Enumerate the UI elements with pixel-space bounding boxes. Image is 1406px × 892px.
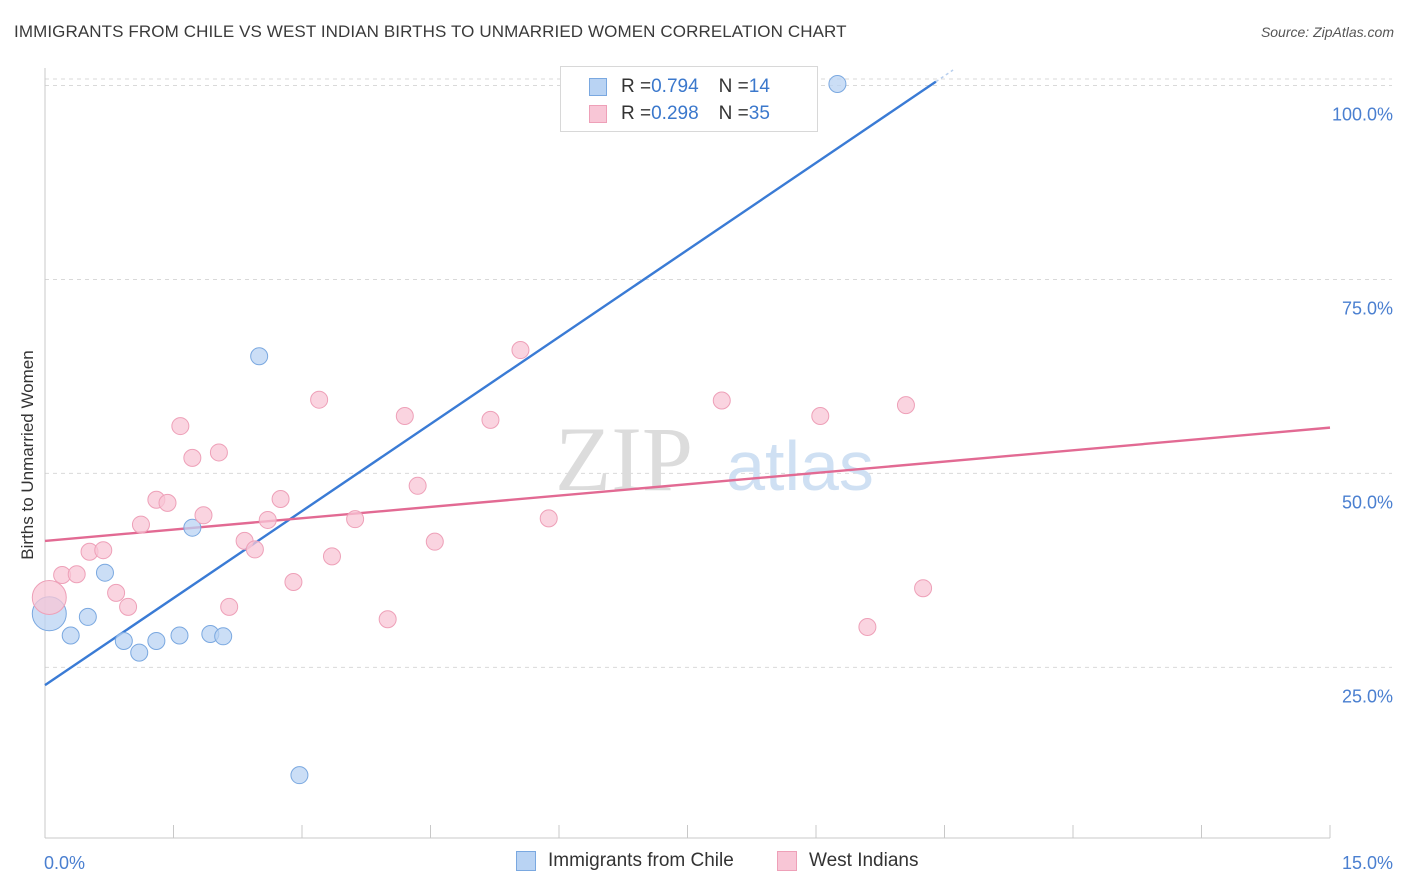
legend-r-label: R =	[621, 76, 652, 97]
legend-swatch-west-indians	[777, 851, 797, 871]
legend-label-chile: Immigrants from Chile	[548, 850, 734, 871]
series-legend: Immigrants from Chile West Indians	[0, 850, 1406, 878]
trend-line-chile	[44, 80, 937, 687]
chart-title: IMMIGRANTS FROM CHILE VS WEST INDIAN BIR…	[14, 22, 847, 41]
point-west-indians	[171, 417, 190, 436]
trend-line-chile-extension	[935, 69, 954, 83]
point-west-indians	[131, 515, 150, 534]
point-chile	[214, 627, 233, 646]
y-tick-label: 25.0%	[1342, 686, 1393, 706]
point-west-indians	[896, 396, 915, 415]
point-west-indians	[194, 506, 213, 525]
point-west-indians	[271, 489, 290, 508]
legend-r-label: R =	[621, 103, 652, 124]
legend-n-value: 14	[748, 76, 770, 97]
legend-n-label: N =	[718, 76, 749, 97]
point-west-indians	[322, 547, 341, 566]
point-west-indians	[284, 573, 303, 591]
point-west-indians	[67, 565, 86, 584]
grid-lines	[45, 78, 1392, 668]
point-west-indians	[811, 406, 830, 425]
point-chile	[61, 626, 80, 645]
legend-row-west-indians: R = 0.298 N = 35	[561, 100, 770, 128]
legend-item-west-indians[interactable]: West Indians	[777, 850, 918, 872]
legend-label-west-indians: West Indians	[809, 850, 919, 871]
legend-swatch-west-indians	[589, 105, 607, 123]
y-tick-label: 50.0%	[1342, 492, 1393, 512]
point-west-indians	[119, 597, 138, 616]
point-chile	[95, 563, 114, 582]
point-chile	[828, 74, 847, 93]
legend-n-label: N =	[718, 103, 749, 124]
point-west-indians	[183, 448, 202, 467]
point-chile	[170, 626, 189, 645]
point-west-indians	[481, 410, 500, 429]
source-label: Source: ZipAtlas.com	[1260, 24, 1394, 40]
x-tick-label: 15.0%	[1342, 853, 1393, 873]
legend-row-chile: R = 0.794 N = 14	[561, 73, 770, 101]
point-west-indians	[712, 391, 731, 410]
y-tick-label: 75.0%	[1342, 298, 1393, 318]
point-west-indians	[346, 510, 365, 529]
point-west-indians	[258, 510, 277, 529]
point-chile	[78, 607, 97, 626]
data-points	[31, 74, 933, 785]
point-west-indians	[511, 341, 530, 360]
point-west-indians	[408, 476, 427, 495]
legend-swatch-chile	[589, 78, 607, 96]
legend-r-value: 0.794	[651, 76, 699, 97]
point-west-indians	[94, 541, 113, 560]
point-west-indians	[209, 443, 228, 462]
legend-n-value: 35	[748, 103, 770, 124]
point-west-indians	[914, 579, 933, 598]
point-west-indians	[245, 540, 264, 559]
point-west-indians	[31, 580, 67, 616]
point-chile	[147, 631, 166, 650]
watermark-atlas: atlas	[726, 427, 874, 505]
point-west-indians	[107, 583, 126, 602]
point-chile	[290, 766, 309, 785]
point-west-indians	[539, 509, 558, 528]
x-tick-label: 0.0%	[44, 853, 85, 873]
point-west-indians	[858, 617, 877, 636]
point-chile	[183, 518, 202, 537]
point-west-indians	[310, 390, 329, 409]
point-west-indians	[158, 493, 177, 512]
correlation-legend: R = 0.794 N = 14 R = 0.298 N = 35	[560, 66, 818, 132]
tick-labels: 25.0% 50.0% 75.0% 100.0% 0.0% 15.0%	[44, 105, 1393, 873]
axes	[44, 68, 1331, 839]
point-chile	[130, 643, 149, 662]
legend-r-value: 0.298	[651, 103, 699, 124]
point-west-indians	[425, 532, 444, 551]
trend-lines	[44, 69, 1331, 687]
point-west-indians	[220, 597, 239, 616]
point-west-indians	[378, 610, 397, 629]
watermark: ZIP atlas	[555, 408, 874, 510]
y-tick-label: 100.0%	[1332, 105, 1393, 125]
legend-swatch-chile	[516, 851, 536, 871]
point-chile	[250, 347, 269, 366]
point-west-indians	[395, 406, 414, 425]
point-chile	[114, 631, 133, 650]
legend-item-chile[interactable]: Immigrants from Chile	[516, 850, 734, 872]
